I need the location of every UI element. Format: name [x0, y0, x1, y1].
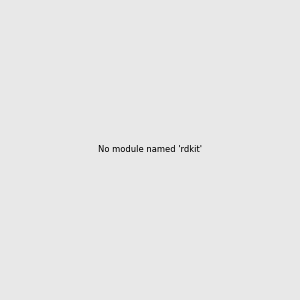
Text: No module named 'rdkit': No module named 'rdkit' — [98, 146, 202, 154]
